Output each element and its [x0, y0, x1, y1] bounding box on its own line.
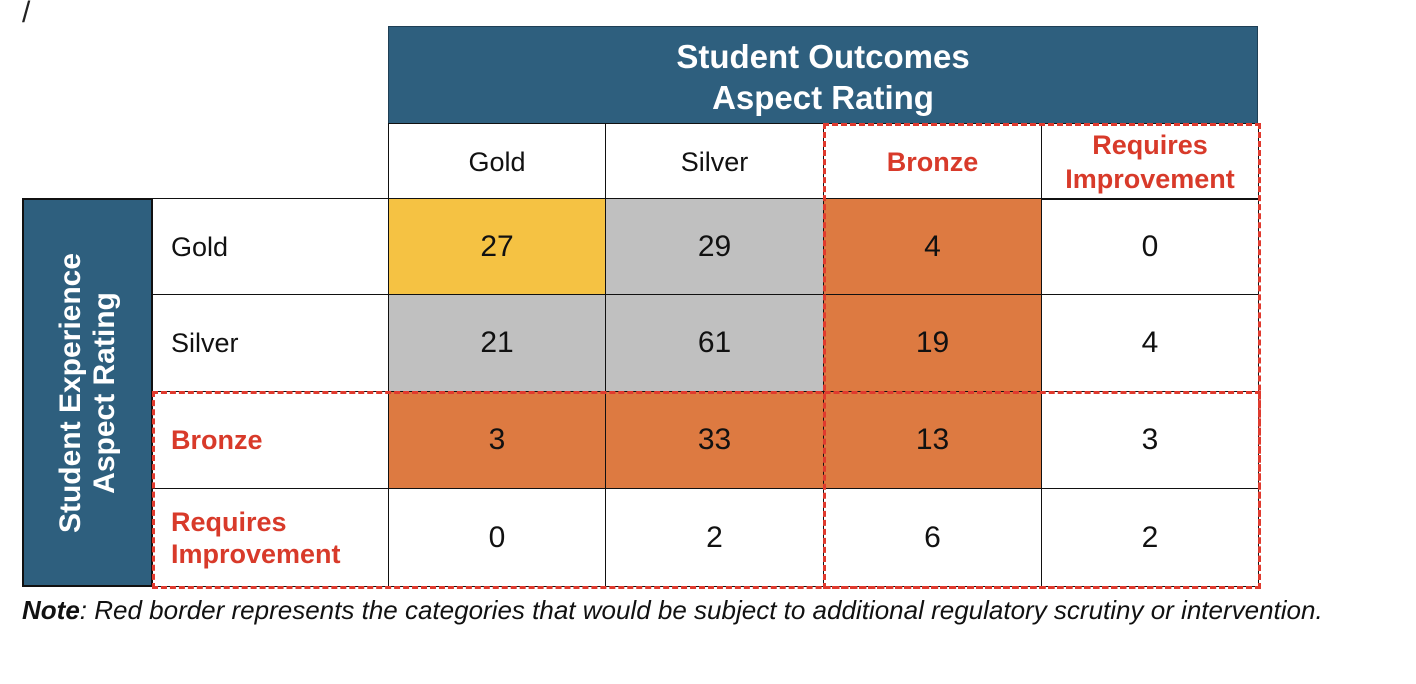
column-group-header: Student Outcomes Aspect Rating — [388, 26, 1258, 124]
row-label-text: Bronze — [171, 425, 263, 455]
row-header-line2: Aspect Rating — [87, 291, 121, 494]
cell-value: 4 — [1141, 326, 1159, 359]
row-group-header: Student Experience Aspect Rating — [22, 198, 153, 587]
row-label-text-line1: Requires — [171, 506, 287, 537]
data-cell: 0 — [1041, 198, 1259, 295]
footnote-label: Note — [22, 595, 80, 625]
cell-value: 19 — [915, 326, 950, 359]
data-cell: 4 — [823, 198, 1042, 295]
row-header-text: Student Experience Aspect Rating — [54, 252, 122, 532]
cell-value: 6 — [924, 520, 941, 554]
data-cell: 21 — [388, 294, 606, 392]
data-cell: 33 — [605, 391, 824, 489]
column-label-text: Silver — [680, 146, 749, 177]
data-cell: 3 — [1041, 391, 1259, 489]
column-label-text-line1: Requires — [1092, 129, 1208, 160]
cell-value: 0 — [488, 520, 506, 554]
column-label-bronze: Bronze — [823, 123, 1042, 200]
cell-value: 2 — [1141, 520, 1159, 554]
row-label-text: Gold — [171, 231, 229, 262]
footnote-text: : Red border represents the categories t… — [79, 595, 1323, 625]
column-header-line2: Aspect Rating — [712, 79, 934, 116]
data-cell: 2 — [1041, 488, 1259, 587]
data-cell: 2 — [605, 488, 824, 587]
row-label-text: Silver — [171, 328, 239, 358]
cell-value: 4 — [924, 229, 941, 263]
row-label-bronze: Bronze — [152, 391, 389, 489]
row-header-line1: Student Experience — [53, 252, 87, 533]
column-label-text-line2: Improvement — [1065, 163, 1235, 194]
data-cell: 29 — [605, 198, 824, 295]
footnote: Note: Red border represents the categori… — [22, 590, 1412, 630]
data-cell: 3 — [388, 391, 606, 489]
data-cell: 4 — [1041, 294, 1259, 392]
data-cell: 27 — [388, 198, 606, 295]
cell-value: 29 — [697, 229, 732, 263]
column-label-text: Bronze — [886, 146, 979, 177]
cell-value: 2 — [706, 520, 723, 554]
row-label-silver: Silver — [152, 294, 389, 392]
data-cell: 0 — [388, 488, 606, 587]
data-cell: 6 — [823, 488, 1042, 587]
row-label-requires-improvement: Requires Improvement — [152, 488, 389, 587]
cell-value: 33 — [697, 423, 732, 456]
data-cell: 61 — [605, 294, 824, 392]
row-label-gold: Gold — [152, 198, 389, 295]
cell-value: 3 — [488, 423, 506, 456]
cell-value: 13 — [915, 423, 950, 456]
cell-value: 21 — [480, 326, 514, 359]
data-cell: 13 — [823, 391, 1042, 489]
column-label-text: Gold — [468, 146, 526, 177]
data-cell: 19 — [823, 294, 1042, 392]
row-label-text-line2: Improvement — [171, 538, 341, 569]
stray-slash-mark: / — [22, 0, 31, 29]
cell-value: 61 — [697, 326, 732, 359]
cell-value: 3 — [1141, 423, 1159, 456]
cell-value: 0 — [1141, 229, 1159, 263]
column-label-silver: Silver — [605, 123, 824, 200]
column-label-requires-improvement: Requires Improvement — [1041, 123, 1259, 200]
column-label-gold: Gold — [388, 123, 606, 200]
column-header-line1: Student Outcomes — [676, 38, 970, 75]
cell-value: 27 — [480, 229, 514, 263]
